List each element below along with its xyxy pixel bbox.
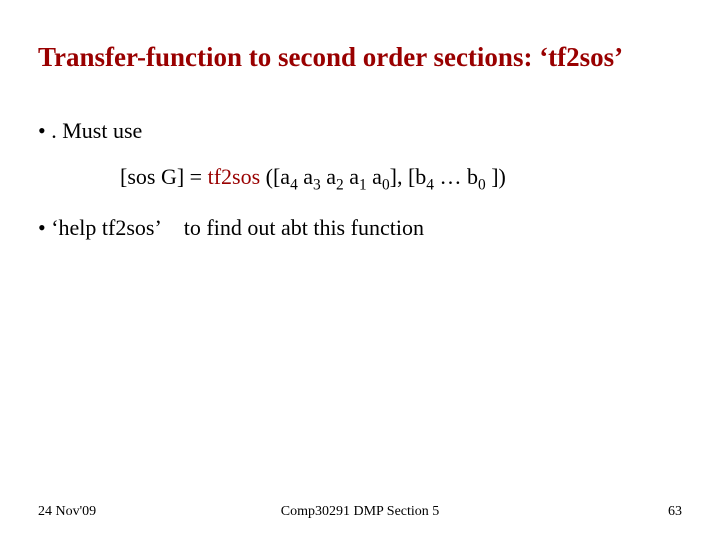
formula-keyword: tf2sos [208, 164, 261, 189]
bullet-must-use: • . Must use [38, 118, 142, 144]
formula-sp4: a [367, 164, 382, 189]
slide-title: Transfer-function to second order sectio… [38, 42, 623, 73]
slide: Transfer-function to second order sectio… [0, 0, 720, 540]
bullet-help-b: to find out abt this function [184, 215, 424, 240]
footer-course: Comp30291 DMP Section 5 [281, 504, 440, 520]
bullet-help-a: • ‘help tf2sos’ [38, 215, 162, 240]
sub-b0: 0 [478, 176, 486, 193]
sub-b4: 4 [426, 176, 434, 193]
formula-lhs: [sos G] = [120, 164, 208, 189]
formula-close: ]) [486, 164, 506, 189]
footer-date: 24 Nov'09 [38, 504, 96, 520]
formula-sp1: a [298, 164, 313, 189]
formula-sp3: a [344, 164, 359, 189]
formula-line: [sos G] = tf2sos ([a4 a3 a2 a1 a0], [b4 … [120, 164, 506, 194]
sub-a0: 0 [382, 176, 390, 193]
sub-a4: 4 [290, 176, 298, 193]
sub-a2: 2 [336, 176, 344, 193]
formula-sp2: a [321, 164, 336, 189]
footer-page-number: 63 [668, 504, 682, 520]
sub-a1: 1 [359, 176, 367, 193]
formula-dots: … b [434, 164, 478, 189]
formula-mid: ], [b [390, 164, 427, 189]
bullet-help: • ‘help tf2sos’ to find out abt this fun… [38, 215, 424, 241]
formula-open: ([a [260, 164, 290, 189]
sub-a3: 3 [313, 176, 321, 193]
